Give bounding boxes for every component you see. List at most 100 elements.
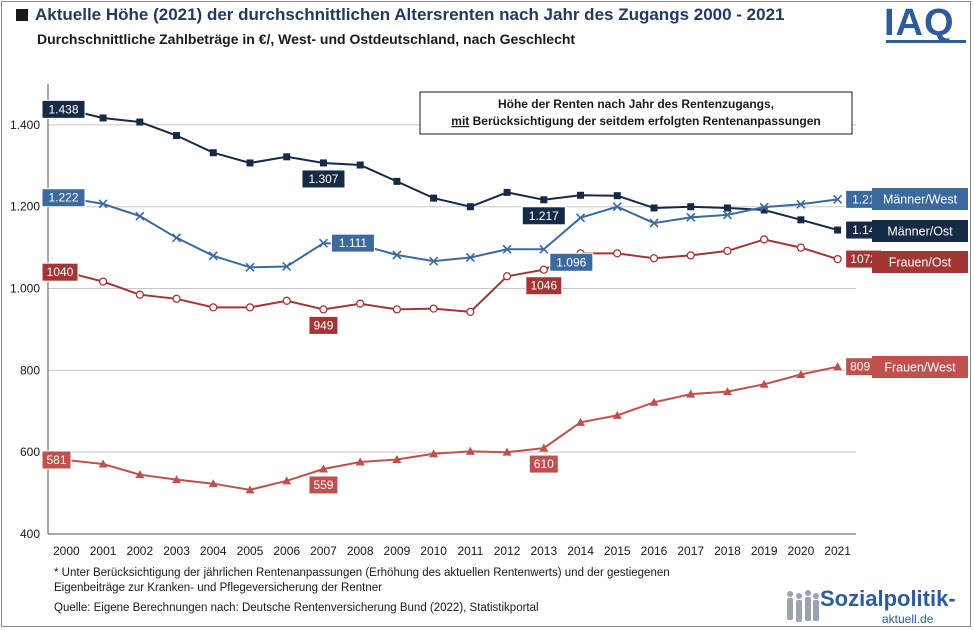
series-line-2 (66, 238, 838, 313)
x-tick-label-2001: 2001 (90, 544, 117, 558)
legend-label-1: Männer/Ost (887, 225, 953, 239)
point-2-21 (833, 254, 842, 264)
y-tick-label-800: 800 (20, 363, 40, 377)
point-2-8 (356, 299, 365, 308)
footnote-line2: Eigenbeiträge zur Kranken- und Pflegever… (54, 582, 382, 594)
point-1-17 (686, 212, 696, 222)
legend-label-3: Frauen/West (884, 361, 956, 375)
data-label-2-13: 1046 (530, 279, 557, 293)
y-axis: 400 600 800 1.000 1.200 1.400 (10, 84, 49, 541)
data-label-1-0: 1.222 (48, 191, 78, 205)
point-2-6 (282, 296, 291, 305)
point-1-11 (465, 252, 475, 263)
point-0-15 (613, 192, 621, 200)
point-1-10 (429, 256, 439, 266)
point-0-18 (723, 204, 731, 212)
data-label-3-21: 809 (850, 360, 870, 374)
x-tick-label-2004: 2004 (200, 544, 227, 558)
point-2-3 (172, 294, 181, 303)
point-1-9 (392, 250, 402, 260)
chart-subtitle: Durchschnittliche Zahlbeträge in €/, Wes… (37, 31, 576, 47)
brand-logo: Sozialpolitik- aktuell.de (782, 586, 972, 628)
series-line-0 (66, 108, 838, 231)
data-label-box-1-13 (549, 252, 594, 272)
data-label-box-2-7 (308, 315, 339, 335)
point-0-14 (577, 191, 585, 199)
point-2-2 (135, 290, 144, 299)
point-1-7 (318, 238, 329, 248)
point-1-6 (282, 261, 292, 272)
point-3-12 (502, 447, 512, 456)
point-3-5 (245, 485, 255, 494)
point-1-21 (833, 194, 843, 204)
point-2-9 (392, 305, 402, 314)
point-2-13 (539, 265, 548, 274)
point-1-20 (796, 199, 806, 209)
point-1-13 (539, 244, 549, 254)
point-3-6 (282, 476, 292, 485)
point-2-18 (723, 246, 732, 256)
point-2-1 (98, 277, 108, 286)
iaq-logo: IAQ (884, 2, 955, 44)
annotation-box: Höhe der Renten nach Jahr des Rentenzuga… (419, 91, 853, 135)
point-3-8 (355, 457, 365, 466)
point-0-21 (834, 226, 842, 234)
data-label-0-13: 1.217 (529, 209, 559, 223)
point-0-10 (430, 194, 438, 202)
x-tick-label-2011: 2011 (457, 544, 483, 558)
point-2-20 (796, 243, 806, 252)
y-tick-label-600: 600 (20, 445, 40, 459)
point-0-3 (173, 132, 181, 140)
point-0-8 (356, 161, 364, 169)
point-2-15 (613, 249, 622, 258)
point-1-14 (575, 213, 586, 223)
point-0-16 (650, 204, 658, 212)
point-1-1 (98, 199, 108, 209)
x-tick-label-2017: 2017 (677, 544, 704, 558)
brand-name: Sozialpolitik- (820, 586, 956, 611)
x-tick-label-2013: 2013 (530, 544, 557, 558)
point-3-10 (429, 449, 439, 458)
point-0-17 (687, 203, 695, 211)
x-tick-label-2014: 2014 (567, 544, 594, 558)
point-0-1 (99, 114, 107, 122)
point-1-3 (171, 233, 182, 243)
x-tick-label-2005: 2005 (237, 544, 264, 558)
legend-box-2 (872, 251, 968, 273)
y-tick-label-1200: 1.200 (10, 200, 40, 214)
annotation-line2-rest: Berücksichtigung der seitdem erfolgten R… (469, 114, 820, 128)
data-label-3-0: 581 (46, 453, 66, 467)
data-label-box-0-13 (521, 206, 566, 226)
legend-box-1 (872, 220, 968, 242)
x-tick-label-2019: 2019 (751, 544, 778, 558)
annotation-line1: Höhe der Renten nach Jahr des Rentenzuga… (498, 97, 774, 111)
point-0-7 (319, 159, 327, 167)
x-tick-label-2021: 2021 (824, 544, 851, 558)
point-1-12 (502, 244, 512, 254)
series-lines (61, 105, 843, 494)
point-2-4 (209, 303, 218, 312)
x-axis: 2000 2001 2002 2003 2004 2005 2006 2007 2008 2009… (48, 533, 856, 558)
x-tick-label-2006: 2006 (273, 544, 300, 558)
x-tick-label-2015: 2015 (604, 544, 631, 558)
annotation-emphasis: mit (451, 114, 469, 128)
data-label-0-7: 1.307 (308, 172, 338, 186)
point-3-15 (612, 410, 622, 419)
data-label-box-2-0 (41, 262, 79, 282)
x-tick-label-2012: 2012 (494, 544, 521, 558)
point-3-19 (759, 379, 769, 388)
point-3-4 (208, 479, 218, 488)
x-tick-label-2007: 2007 (310, 544, 337, 558)
point-3-3 (172, 475, 182, 484)
x-tick-label-2009: 2009 (384, 544, 411, 558)
y-tick-label-400: 400 (20, 527, 40, 541)
legend-label-2: Frauen/Ost (889, 256, 952, 270)
point-0-13 (540, 196, 548, 204)
point-3-11 (465, 446, 475, 455)
data-label-box-3-13 (528, 454, 559, 474)
y-tick-label-1400: 1.400 (10, 118, 40, 132)
x-tick-label-2000: 2000 (53, 544, 80, 558)
data-label-box-3-0 (41, 450, 72, 470)
x-tick-label-2002: 2002 (126, 544, 153, 558)
